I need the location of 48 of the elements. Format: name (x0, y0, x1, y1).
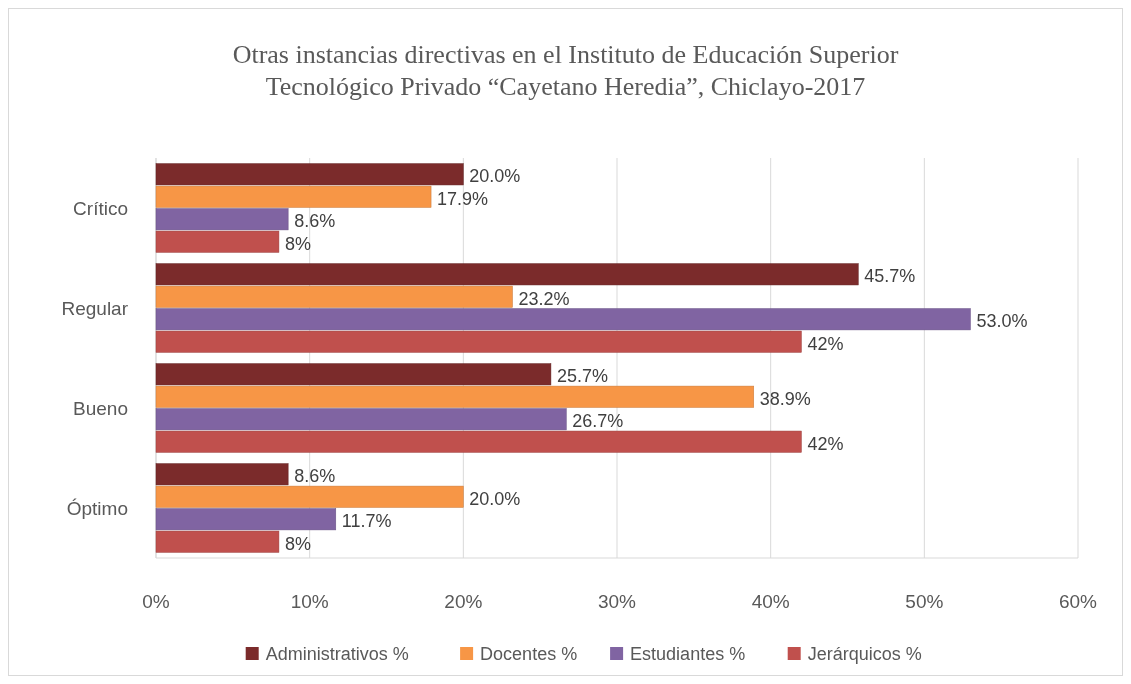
legend-label: Docentes % (480, 644, 578, 664)
bar (155, 363, 552, 386)
data-label: 23.2% (518, 288, 570, 309)
bar (155, 308, 971, 331)
bar (155, 508, 337, 531)
bar (155, 263, 859, 286)
bar (155, 208, 289, 231)
bar (155, 330, 802, 353)
data-label: 42% (807, 333, 844, 354)
chart-title: Otras instancias directivas en el Instituto de Educación Superior Tecnológico Privado “Cayetano Heredia”, Chiclayo-2017 (232, 40, 899, 101)
legend-label: Estudiantes % (630, 644, 746, 664)
x-tick-label: 40% (751, 591, 790, 612)
data-label: 38.9% (759, 388, 811, 409)
data-label: 17.9% (437, 188, 489, 209)
x-tick-label: 30% (597, 591, 637, 612)
data-label: 20.0% (469, 488, 521, 509)
data-label: 53.0% (976, 311, 1028, 332)
data-label: 8.6% (294, 466, 336, 487)
x-tick-label: 10% (290, 591, 329, 612)
bar (155, 485, 464, 508)
data-label: 8.6% (294, 211, 336, 232)
data-label: 11.7% (341, 511, 392, 532)
legend-label: Jerárquicos % (807, 644, 922, 664)
data-label: 26.7% (572, 411, 624, 432)
bar (155, 185, 432, 208)
y-tick-label: Bueno (73, 398, 128, 419)
x-tick-label: 0% (142, 591, 170, 612)
bar (155, 285, 513, 308)
bar (155, 163, 464, 186)
bar (155, 230, 280, 253)
bar (155, 385, 755, 408)
legend-label: Administrativos % (265, 644, 409, 664)
y-tick-label: Regular (61, 298, 129, 319)
data-label: 8% (284, 533, 311, 554)
data-label: 42% (807, 433, 844, 454)
bar (155, 408, 567, 431)
data-label: 45.7% (864, 266, 916, 287)
bar (155, 463, 289, 486)
x-tick-label: 60% (1058, 591, 1098, 612)
bar (155, 530, 280, 553)
data-label: 8% (284, 233, 311, 254)
y-tick-label: Óptimo (66, 498, 128, 519)
x-tick-label: 50% (905, 591, 944, 612)
x-tick-label: 20% (444, 591, 483, 612)
data-label: 20.0% (469, 166, 521, 187)
y-tick-label: Crítico (73, 198, 128, 219)
bar (155, 430, 802, 453)
data-label: 25.7% (556, 366, 608, 387)
